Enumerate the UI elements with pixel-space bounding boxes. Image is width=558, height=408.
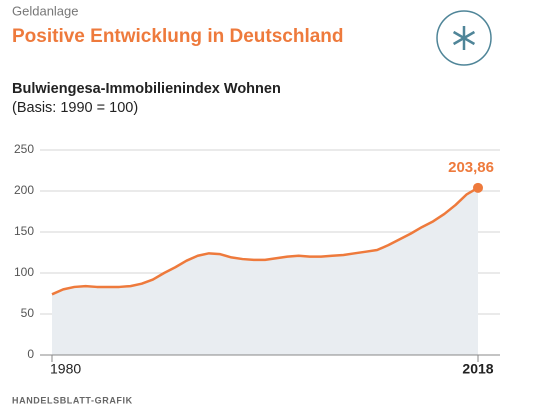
value-label: 203,86 [448, 159, 494, 176]
y-tick-label: 50 [21, 306, 35, 320]
x-tick-label: 1980 [50, 361, 81, 377]
kicker: Geldanlage [12, 3, 79, 18]
logo [436, 10, 492, 66]
y-tick-label: 150 [14, 224, 34, 238]
end-point [473, 182, 483, 193]
source: HANDELSBLATT-GRAFIK [12, 395, 133, 405]
x-tick-label: 2018 [462, 361, 493, 377]
line [51, 186, 479, 296]
area [52, 187, 478, 355]
y-tick-label: 0 [27, 347, 34, 361]
y-tick-label: 200 [14, 183, 34, 197]
y-tick-label: 250 [14, 142, 34, 156]
note: (Basis: 1990 = 100) [12, 100, 138, 116]
chart-title: Positive Entwicklung in Deutschland [12, 26, 344, 47]
subtitle: Bulwiengesa-Immobilienindex Wohnen [12, 81, 281, 97]
y-tick-label: 100 [14, 265, 34, 279]
